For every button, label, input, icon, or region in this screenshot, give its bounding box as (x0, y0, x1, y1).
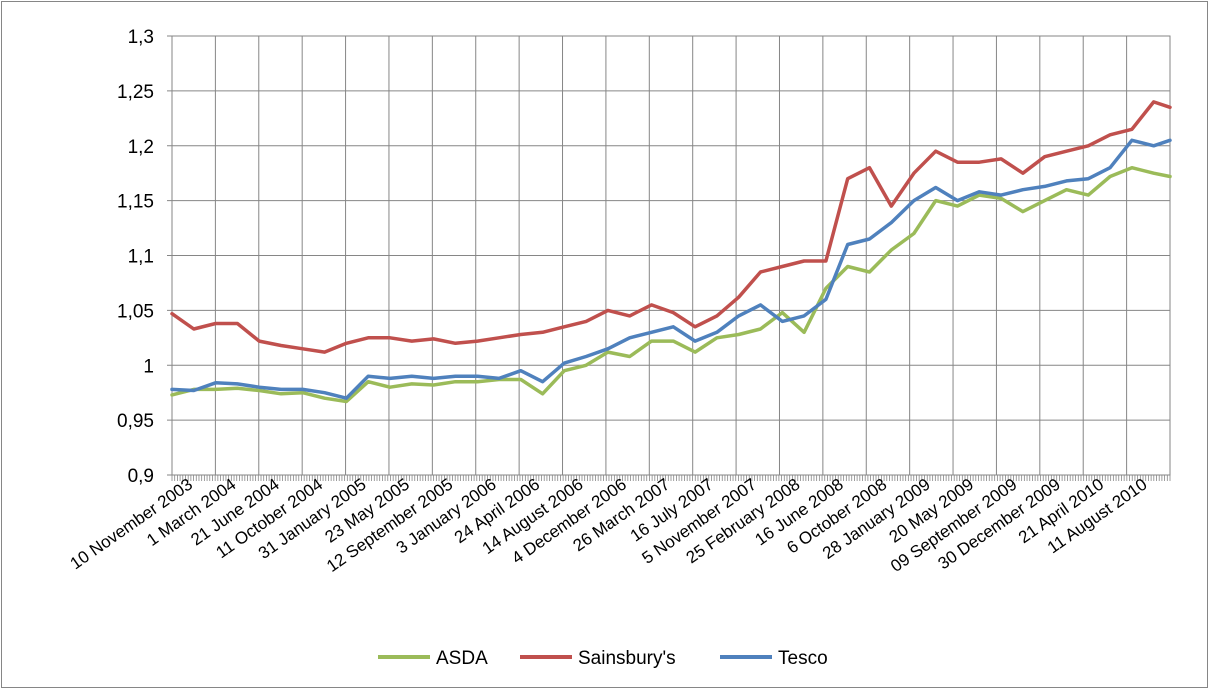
series-line-asda (170, 165, 1172, 404)
y-tick-label: 1,05 (117, 301, 154, 322)
x-axis-minor-ticks (171, 475, 1171, 481)
y-tick-label: 0,9 (128, 466, 154, 487)
y-tick-label: 1,3 (128, 27, 154, 48)
y-tick-label: 1,2 (128, 137, 154, 158)
legend: ASDA Sainsbury's Tesco (378, 648, 828, 669)
legend-label-asda: ASDA (436, 648, 488, 669)
y-axis-tick-labels: 0,9 0,95 1 1,05 1,1 1,15 1,2 1,25 1,3 (117, 27, 154, 487)
y-tick-label: 1,25 (117, 82, 154, 103)
series-line-tesco (170, 138, 1172, 400)
y-tick-label: 1,15 (117, 192, 154, 213)
y-tick-label: 0,95 (117, 411, 154, 432)
series-lines (170, 100, 1172, 404)
series-line-sainsbury-s (170, 100, 1172, 354)
y-tick-label: 1 (143, 356, 154, 377)
y-tick-label: 1,1 (128, 247, 154, 268)
legend-label-sainsbury-s: Sainsbury's (578, 648, 676, 669)
legend-label-tesco: Tesco (778, 648, 828, 669)
gridlines (167, 35, 1171, 476)
